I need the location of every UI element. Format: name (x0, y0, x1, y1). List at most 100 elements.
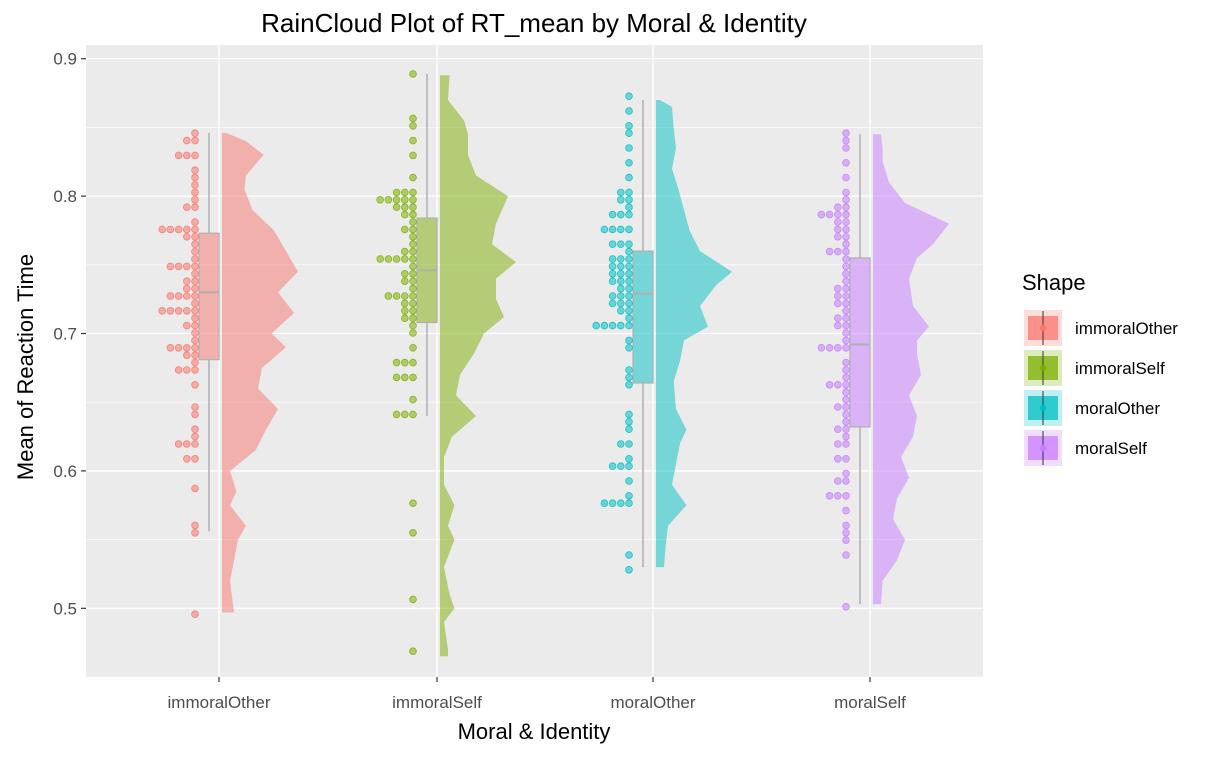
rain-point (409, 173, 417, 182)
rain-point (191, 129, 199, 138)
rain-point (191, 284, 199, 293)
rain-point (842, 292, 850, 300)
rain-point (833, 454, 842, 463)
rain-point (825, 247, 834, 256)
rain-point (409, 151, 417, 160)
rain-point (616, 196, 625, 204)
rain-point (625, 417, 633, 426)
rain-point (842, 403, 850, 411)
legend: Shape immoralOther immoralSelf moralOther m… (1022, 270, 1178, 466)
rain-point (608, 462, 617, 471)
rain-point (833, 218, 842, 226)
y-tick-label: 0.7 (53, 325, 77, 344)
rain-point (842, 343, 850, 352)
rain-point (625, 454, 633, 463)
rain-point (392, 410, 401, 419)
legend-label: immoralSelf (1075, 359, 1165, 378)
rain-point (191, 358, 199, 367)
rain-point (608, 292, 617, 300)
legend-item-moralSelf: moralSelf (1024, 430, 1147, 466)
rain-point (409, 647, 417, 655)
rain-point (833, 403, 842, 411)
rain-point (616, 240, 625, 249)
rain-point (825, 343, 834, 352)
rain-point (191, 440, 199, 448)
rain-point (409, 122, 417, 130)
rain-point (409, 247, 417, 256)
rain-point (625, 299, 633, 308)
rain-point (625, 306, 633, 315)
rain-point (183, 454, 191, 463)
legend-key-point (1039, 444, 1047, 452)
rain-point (191, 403, 199, 411)
rain-point (174, 225, 183, 234)
rain-point (608, 240, 617, 249)
rain-point (158, 225, 167, 234)
rain-point (842, 173, 850, 182)
rain-point (409, 225, 417, 234)
rain-point (400, 314, 409, 323)
density-cloud-immoralOther (222, 132, 298, 613)
rain-point (625, 380, 633, 389)
rain-point (174, 262, 183, 271)
rain-point (174, 366, 183, 374)
rain-point (833, 233, 842, 241)
rain-point (183, 233, 191, 241)
rain-point (842, 144, 850, 152)
rain-point (616, 262, 625, 271)
rain-point (625, 210, 633, 219)
rain-point (409, 188, 417, 197)
rain-point (625, 247, 633, 256)
rain-point (409, 321, 417, 330)
rain-point (625, 491, 633, 500)
boxplot-immoralSelf (416, 73, 438, 416)
rain-point (616, 225, 625, 234)
rain-point (400, 358, 409, 367)
rain-point (625, 188, 633, 197)
rain-point (842, 240, 850, 249)
rain-point (625, 203, 633, 212)
rain-point (409, 373, 417, 382)
x-tick-label: immoralSelf (392, 693, 482, 712)
rain-point (625, 314, 633, 323)
rain-point (842, 262, 850, 271)
rain-point (191, 255, 199, 263)
rain-point (191, 425, 199, 434)
rain-point (400, 292, 409, 300)
rain-point (191, 269, 199, 278)
rain-point (616, 462, 625, 471)
rain-point (409, 595, 417, 604)
rain-point (384, 292, 393, 300)
rain-point (400, 247, 409, 256)
rain-point (616, 299, 625, 308)
rain-point (625, 343, 633, 352)
rain-point (409, 240, 417, 249)
rain-point (608, 277, 617, 286)
rain-point (384, 196, 393, 204)
rain-point (842, 602, 850, 611)
rain-point (608, 225, 617, 234)
rain-point (400, 203, 409, 212)
rain-point (191, 240, 199, 249)
legend-key-point (1039, 404, 1047, 412)
rain-point (833, 314, 842, 323)
rain-point (166, 292, 175, 300)
rain-point (842, 477, 850, 485)
rain-point (183, 203, 191, 212)
rain-point (842, 491, 850, 500)
rain-point (191, 366, 199, 374)
rain-point (166, 225, 175, 234)
rain-point (842, 159, 850, 167)
rain-point (409, 410, 417, 419)
rain-point (392, 255, 401, 263)
rain-point (400, 306, 409, 315)
rain-point (625, 292, 633, 300)
rain-point (183, 277, 191, 286)
rain-point (842, 136, 850, 145)
rain-point (625, 551, 633, 559)
rain-point (608, 499, 617, 508)
rain-point (400, 410, 409, 419)
rain-point (600, 225, 609, 234)
rain-point (616, 269, 625, 278)
